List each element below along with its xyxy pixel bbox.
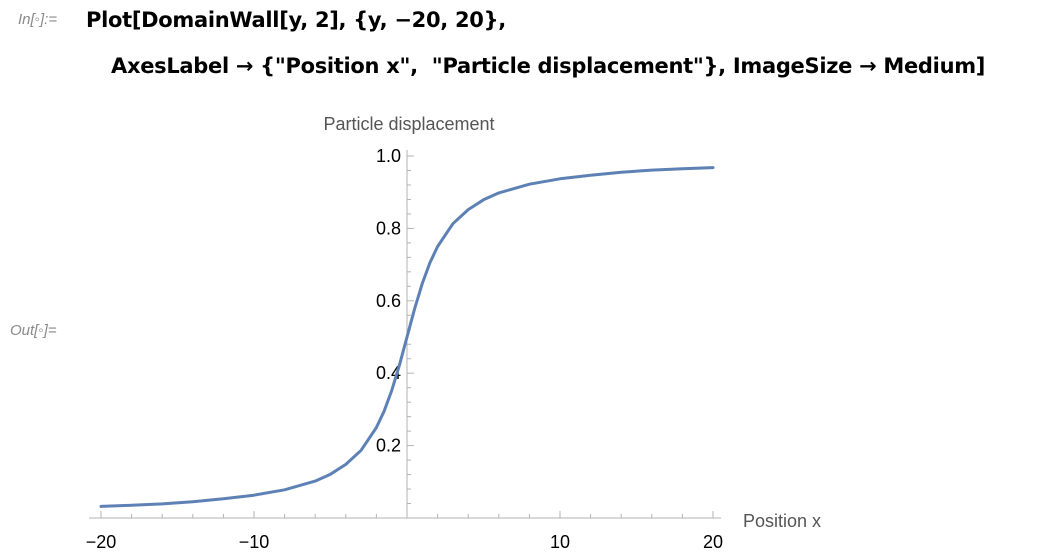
plot-axes	[89, 150, 721, 519]
x-tick-label: 20	[703, 532, 723, 552]
x-tick-label: −10	[239, 532, 270, 552]
series-line	[99, 166, 715, 508]
x-axis-label: Position x	[743, 511, 821, 531]
input-cell-prompt: In[◦]:=	[18, 11, 58, 28]
code-line-1[interactable]: Plot[DomainWall[y, 2], {y, −20, 20},	[86, 8, 506, 32]
output-cell-prompt: Out[◦]=	[10, 322, 57, 339]
y-tick-label: 0.2	[376, 436, 401, 456]
code-line-2[interactable]: AxesLabel → {"Position x", "Particle dis…	[111, 54, 986, 78]
x-tick-label: 10	[550, 532, 570, 552]
y-tick-label: 1.0	[376, 146, 401, 166]
y-tick-label: 0.8	[376, 218, 401, 238]
y-tick-label: 0.6	[376, 291, 401, 311]
plot-ticks	[100, 155, 714, 518]
y-axis-label: Particle displacement	[323, 114, 494, 134]
x-tick-label: −20	[86, 532, 117, 552]
plot-series	[99, 166, 715, 508]
